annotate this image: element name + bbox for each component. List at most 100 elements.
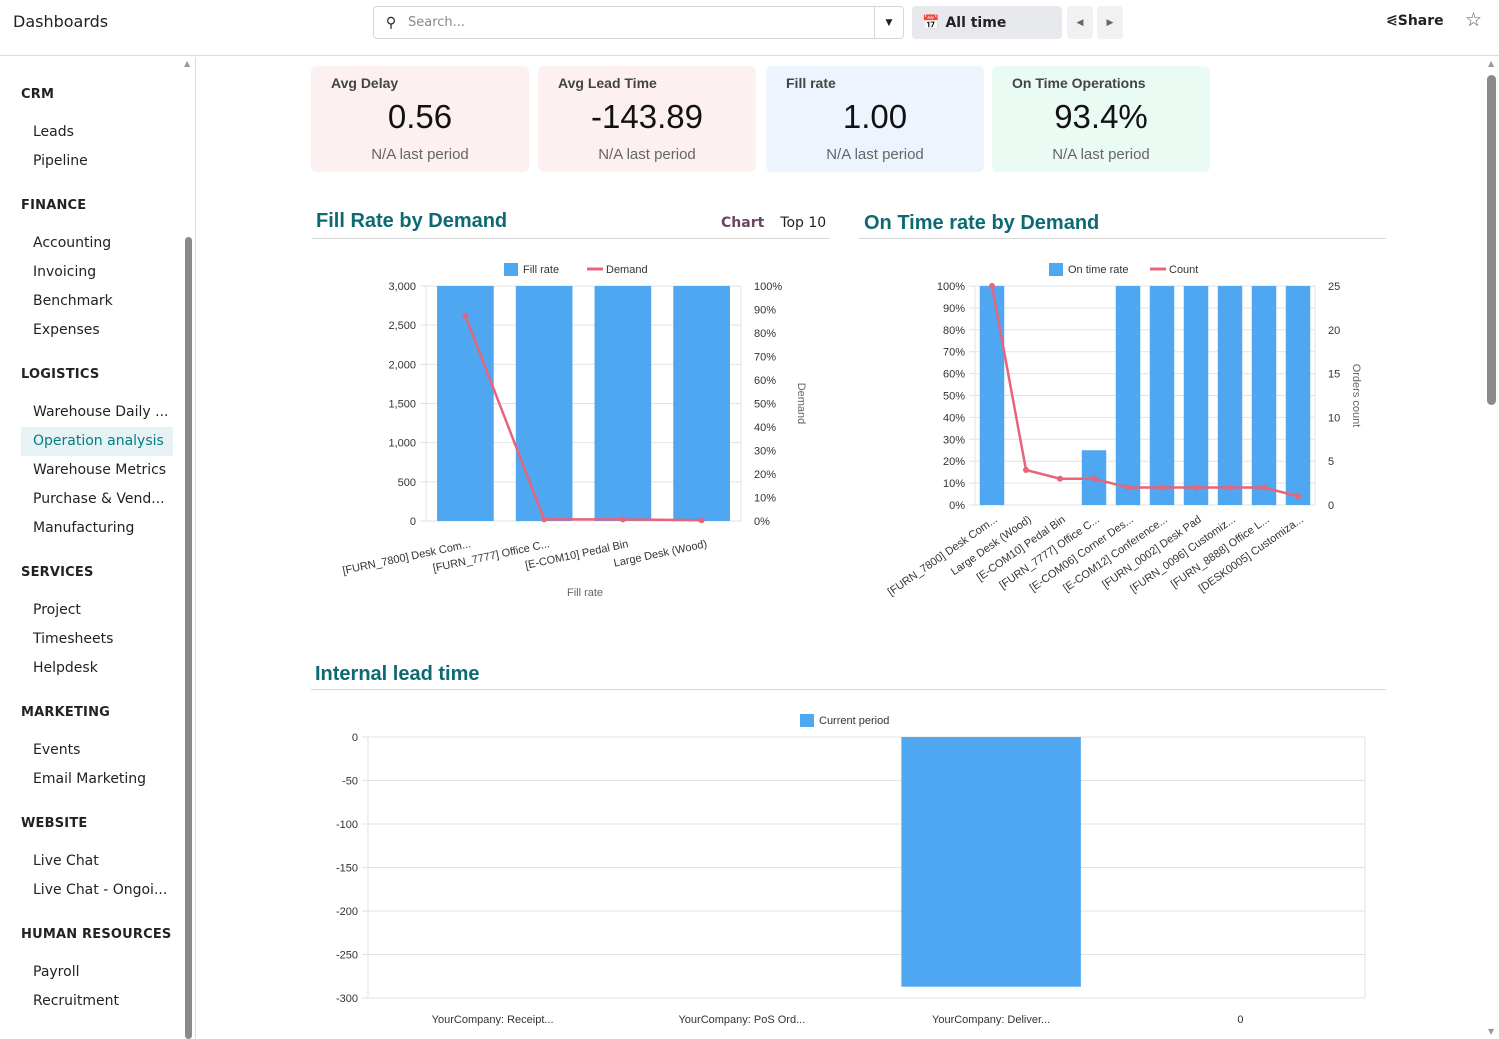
main-scroll-thumb[interactable] — [1487, 75, 1496, 405]
right-axis-tick-label: 0% — [754, 516, 770, 528]
kpi-value: -143.89 — [591, 98, 703, 135]
sidebar-group: HUMAN RESOURCES Payroll Recruitment — [21, 925, 183, 1016]
main-scrollbar[interactable]: ▲ ▼ — [1486, 57, 1498, 1039]
sidebar-item[interactable]: Email Marketing — [33, 771, 147, 787]
x-axis-category-label: [FURN_7800] Desk Com... — [886, 514, 1000, 599]
scroll-down-arrow-icon[interactable]: ▼ — [1488, 1027, 1495, 1036]
left-axis-tick-label: 90% — [943, 303, 965, 315]
sidebar-section-title: LOGISTICS — [21, 367, 100, 382]
left-axis-tick-label: 0% — [949, 500, 965, 512]
sidebar-item[interactable]: Accounting — [33, 235, 112, 251]
share-button[interactable]: ⪗Share — [1386, 13, 1444, 29]
right-axis-tick-label: 10% — [754, 493, 776, 505]
legend-label: Demand — [606, 264, 648, 276]
sidebar-section-title: SERVICES — [21, 565, 94, 580]
favorite-star-icon[interactable]: ☆ — [1465, 9, 1483, 31]
kpi-card[interactable]: Avg Lead Time -143.89 N/A last period — [538, 66, 756, 172]
kpi-card[interactable]: Fill rate 1.00 N/A last period — [766, 66, 984, 172]
sidebar-scroll-thumb[interactable] — [185, 237, 192, 1039]
sidebar-menu: CRM Leads Pipeline FINANCE Accounting Invoici… — [0, 57, 183, 1016]
sidebar-item[interactable]: Benchmark — [33, 293, 113, 309]
sidebar-item[interactable]: Leads — [33, 124, 74, 140]
line-point — [1193, 484, 1199, 491]
sidebar-item[interactable]: Recruitment — [33, 993, 120, 1009]
left-axis-tick-label: -200 — [336, 906, 358, 918]
sidebar-section-title: FINANCE — [21, 198, 87, 213]
right-axis-tick-label: 100% — [754, 281, 782, 293]
legend-swatch-bar — [504, 263, 518, 276]
left-axis-tick-label: 30% — [943, 434, 965, 446]
left-axis-tick-label: 100% — [937, 281, 965, 293]
scroll-up-arrow-icon[interactable]: ▲ — [184, 59, 191, 68]
bar — [1285, 286, 1311, 505]
legend-label: Count — [1169, 264, 1198, 276]
kpi-label: Avg Lead Time — [558, 75, 657, 91]
x-axis-category-label: [FURN_0002] Desk Pad — [1100, 514, 1204, 592]
sidebar-item[interactable]: Expenses — [33, 322, 100, 338]
sidebar-item[interactable]: Project — [33, 602, 81, 618]
next-period-button[interactable]: ▶ — [1097, 6, 1123, 39]
left-axis-tick-label: 20% — [943, 456, 965, 468]
sidebar-section-title: HUMAN RESOURCES — [21, 927, 172, 942]
series-line — [990, 285, 1299, 498]
kpi-card[interactable]: Avg Delay 0.56 N/A last period — [311, 66, 529, 172]
x-axis-category-label: YourCompany: Receipt... — [432, 1014, 554, 1026]
line-point — [1261, 484, 1267, 491]
sidebar-item[interactable]: Pipeline — [33, 153, 88, 169]
line-point — [1295, 493, 1301, 500]
sidebar-item[interactable]: Live Chat - Ongoi... — [33, 882, 168, 898]
left-axis-tick-label: 40% — [943, 412, 965, 424]
tab-top-10[interactable]: Top 10 — [780, 215, 827, 231]
bar — [515, 286, 573, 521]
sidebar-section-title: WEBSITE — [21, 816, 88, 831]
sidebar-item[interactable]: Live Chat — [33, 853, 99, 869]
series-line — [464, 315, 702, 522]
left-axis-tick-label: -50 — [342, 776, 358, 788]
line-point — [462, 312, 469, 319]
sidebar-item[interactable]: Warehouse Metrics — [33, 462, 167, 478]
x-axis-category-label: [DESK0005] Customiza... — [1197, 514, 1306, 595]
legend-swatch-bar — [1049, 263, 1063, 276]
sidebar-item[interactable]: Events — [33, 742, 81, 758]
line-point — [698, 517, 705, 524]
chart-view-tabs: Chart Top 10 — [721, 215, 826, 231]
x-axis-category-label: Large Desk (Wood) — [613, 538, 709, 570]
sidebar-item[interactable]: Helpdesk — [33, 660, 98, 676]
divider — [312, 238, 830, 239]
line-point — [541, 516, 548, 523]
left-axis-tick-label: -250 — [336, 950, 358, 962]
right-axis-title: Demand — [795, 383, 807, 425]
sidebar-item[interactable]: Payroll — [33, 964, 80, 980]
line-point — [1023, 466, 1029, 473]
legend-label: Current period — [819, 715, 889, 727]
search-box[interactable]: ⚲ ▼ — [373, 6, 904, 39]
scroll-up-arrow-icon[interactable]: ▲ — [1488, 59, 1495, 68]
share-label: Share — [1397, 13, 1444, 29]
sidebar-item[interactable]: Invoicing — [33, 264, 97, 280]
sidebar-item[interactable]: Purchase & Vend... — [33, 491, 165, 507]
search-input[interactable] — [408, 15, 874, 30]
legend-swatch-bar — [800, 714, 814, 727]
kpi-card[interactable]: On Time Operations 93.4% N/A last period — [992, 66, 1210, 172]
sidebar-item[interactable]: Manufacturing — [33, 520, 135, 536]
x-axis-category-label: [E-COM10] Pedal Bin — [975, 514, 1068, 584]
sidebar-item[interactable]: Warehouse Daily ... — [33, 404, 169, 420]
x-axis-category-label: [E-COM12] Conference... — [1061, 514, 1170, 595]
previous-period-button[interactable]: ◀ — [1067, 6, 1093, 39]
right-axis-tick-label: 5 — [1328, 456, 1334, 468]
tab-chart[interactable]: Chart — [721, 215, 765, 231]
sidebar-item[interactable]: Timesheets — [33, 631, 114, 647]
line-point — [1057, 475, 1063, 482]
line-point — [989, 283, 995, 289]
kpi-label: On Time Operations — [1012, 75, 1146, 91]
sidebar-section-title: MARKETING — [21, 705, 111, 720]
calendar-icon: 📅 — [922, 14, 940, 31]
sidebar-item[interactable]: Operation analysis — [21, 427, 173, 456]
search-options-dropdown[interactable]: ▼ — [874, 7, 903, 38]
right-axis-tick-label: 70% — [754, 352, 776, 364]
right-axis-tick-label: 60% — [754, 375, 776, 387]
sidebar-scrollbar[interactable]: ▲ — [184, 57, 193, 1039]
sidebar: CRM Leads Pipeline FINANCE Accounting Invoici… — [0, 57, 196, 1039]
search-icon: ⚲ — [385, 14, 397, 31]
period-selector[interactable]: 📅 All time — [912, 6, 1062, 39]
